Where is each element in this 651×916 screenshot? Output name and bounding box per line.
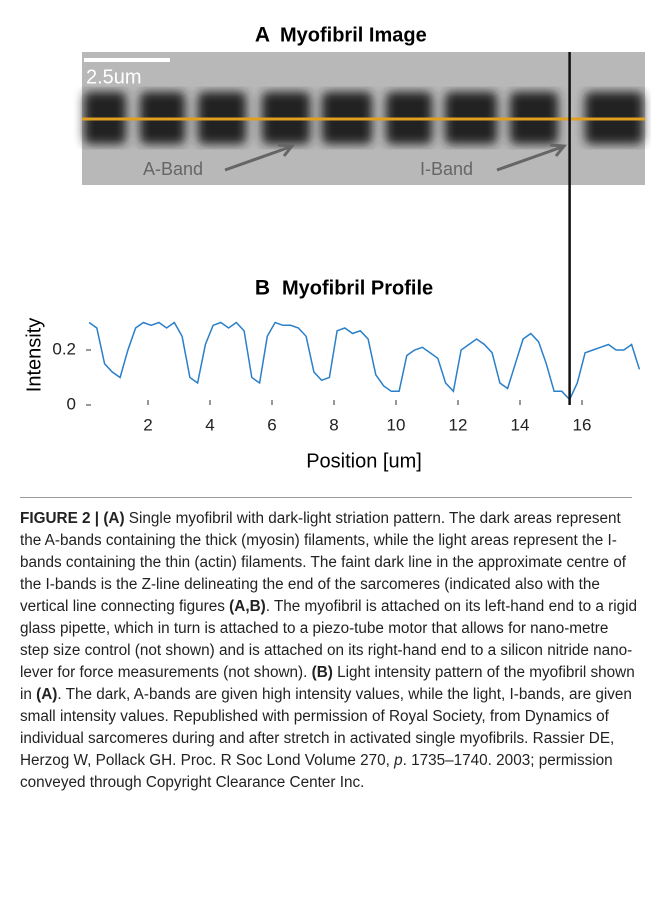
x-axis-label: Position [um] xyxy=(306,450,422,472)
panel-label: B xyxy=(255,277,270,300)
divider xyxy=(20,497,632,498)
x-tick-label: 12 xyxy=(449,415,468,434)
caption-text: . The dark, A-bands are given high inten… xyxy=(20,686,632,769)
y-tick-label: 0.2 xyxy=(52,339,76,358)
caption-text: Single myofibril with dark-light striati… xyxy=(20,510,626,615)
chart-title: Myofibril Profile xyxy=(282,277,433,299)
scale-bar-label: 2.5um xyxy=(86,66,142,88)
y-tick-label: 0 xyxy=(67,394,76,413)
caption-text: (B) xyxy=(311,664,333,681)
x-tick-label: 4 xyxy=(205,415,214,434)
profile-line xyxy=(88,321,641,401)
x-tick-label: 10 xyxy=(387,415,406,434)
panel-title: Myofibril Image xyxy=(280,24,427,46)
panel-label: A xyxy=(255,24,270,47)
caption-text: p xyxy=(394,752,403,769)
caption-text: (A,B) xyxy=(229,598,266,615)
x-tick-label: 16 xyxy=(573,415,592,434)
figure: A Myofibril Image 2.5um A-Band I-Band B … xyxy=(23,24,645,472)
annotation: I-Band xyxy=(420,159,473,179)
caption-text: . The myofibril is attached on its left-… xyxy=(20,598,638,681)
x-tick-label: 6 xyxy=(267,415,276,434)
y-axis-label: Intensity xyxy=(23,318,45,392)
caption-text: Light intensity pattern of the myofibril… xyxy=(20,664,635,703)
caption: FIGURE 2 | (A) Single myofibril with dar… xyxy=(20,508,638,794)
x-tick-label: 14 xyxy=(511,415,530,434)
x-tick-label: 2 xyxy=(143,415,152,434)
x-tick-label: 8 xyxy=(329,415,338,434)
caption-text: . 1735–1740. 2003; permission conveyed t… xyxy=(20,752,613,791)
micrograph: 2.5um A-Band I-Band xyxy=(82,52,645,185)
caption-text: FIGURE 2 | (A) xyxy=(20,510,125,527)
annotation: A-Band xyxy=(143,159,203,179)
plot: 2 4 6 8 10 12 14 16 0 0.2 xyxy=(52,52,641,434)
caption-text: (A) xyxy=(36,686,58,703)
